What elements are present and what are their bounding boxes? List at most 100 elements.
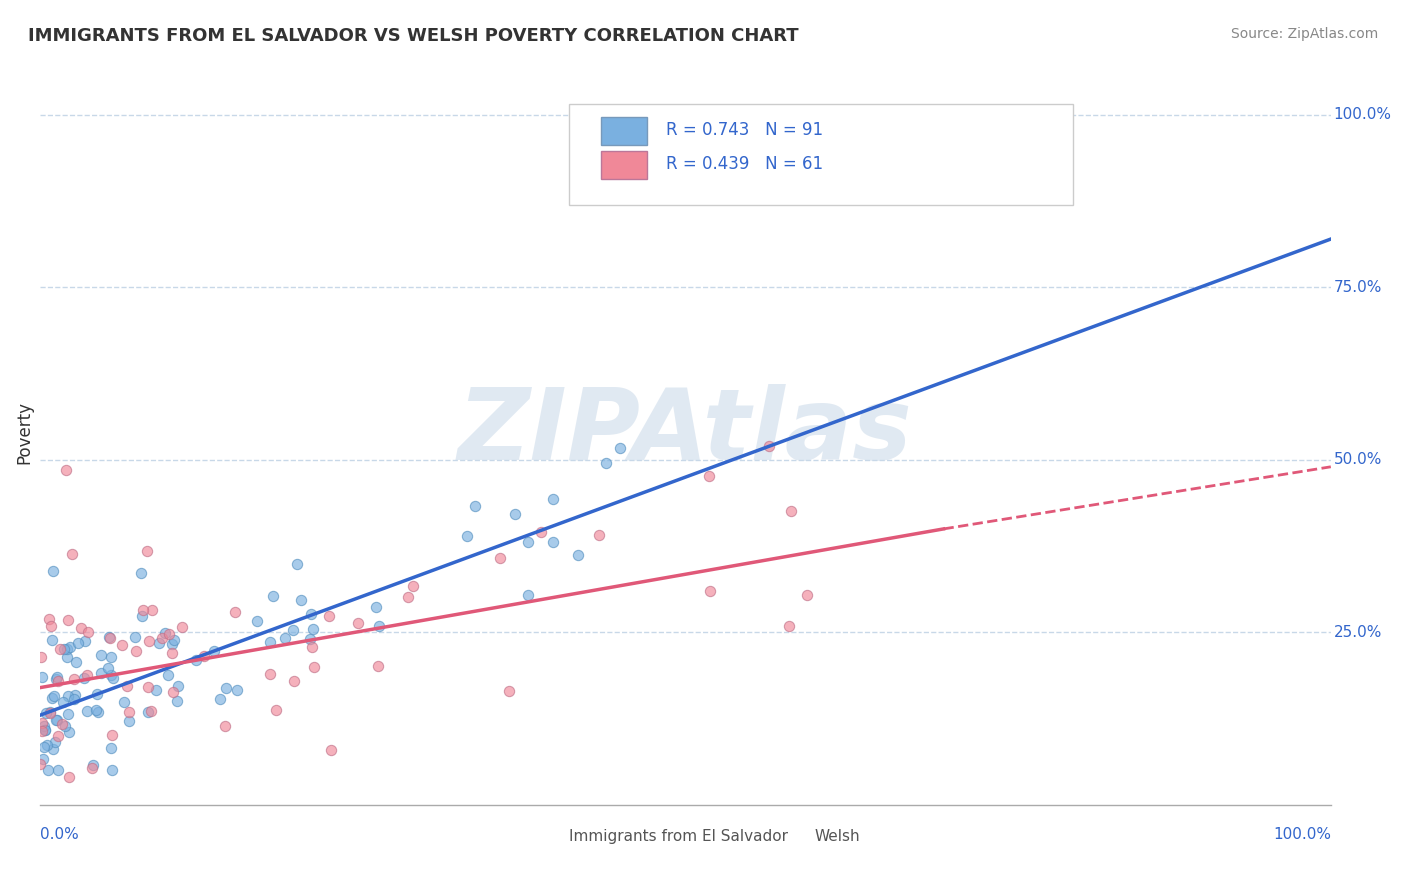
- Point: [464, 499, 486, 513]
- Point: [35, 706, 58, 720]
- Point: [101, 728, 124, 742]
- Point: [44, 735, 66, 749]
- Point: [202, 644, 225, 658]
- Point: [588, 528, 610, 542]
- Point: [58, 770, 80, 784]
- Point: [39, 706, 62, 720]
- Point: [65, 655, 87, 669]
- Point: [65, 688, 87, 702]
- Point: [541, 492, 564, 507]
- Point: [398, 590, 420, 604]
- Point: [226, 683, 249, 698]
- Point: [118, 714, 141, 729]
- Point: [67, 636, 90, 650]
- Point: [208, 692, 231, 706]
- Point: [283, 673, 305, 688]
- Bar: [602, 117, 647, 145]
- Point: [53, 641, 76, 656]
- Point: [367, 659, 389, 673]
- Point: [31, 670, 53, 684]
- Point: [34, 723, 56, 737]
- Point: [517, 588, 540, 602]
- Point: [101, 764, 124, 778]
- Point: [697, 468, 720, 483]
- Point: [131, 608, 153, 623]
- Point: [301, 640, 323, 655]
- Point: [367, 619, 389, 633]
- Point: [45, 713, 67, 727]
- Point: [150, 632, 173, 646]
- Text: Immigrants from El Salvador: Immigrants from El Salvador: [569, 829, 789, 844]
- Point: [45, 672, 67, 686]
- Text: 75.0%: 75.0%: [1333, 280, 1382, 295]
- Point: [80, 761, 103, 775]
- Point: [132, 603, 155, 617]
- Text: 50.0%: 50.0%: [1333, 452, 1382, 467]
- Point: [56, 706, 79, 721]
- Point: [86, 687, 108, 701]
- Point: [541, 535, 564, 549]
- Point: [156, 668, 179, 682]
- Point: [779, 504, 801, 518]
- Point: [302, 660, 325, 674]
- Point: [246, 614, 269, 628]
- Point: [141, 603, 163, 617]
- Text: R = 0.439   N = 61: R = 0.439 N = 61: [666, 155, 823, 173]
- Point: [76, 704, 98, 718]
- Point: [264, 703, 287, 717]
- Point: [60, 548, 83, 562]
- Point: [55, 719, 77, 733]
- Point: [259, 635, 281, 649]
- Point: [30, 649, 52, 664]
- Point: [56, 689, 79, 703]
- Point: [124, 630, 146, 644]
- Point: [170, 620, 193, 634]
- Point: [155, 625, 177, 640]
- Point: [346, 615, 368, 630]
- Point: [32, 740, 55, 755]
- Point: [402, 579, 425, 593]
- Point: [39, 619, 62, 633]
- Point: [48, 764, 70, 778]
- Bar: [602, 151, 647, 179]
- Point: [162, 646, 184, 660]
- Point: [318, 608, 340, 623]
- Point: [58, 724, 80, 739]
- Point: [112, 695, 135, 709]
- Point: [73, 633, 96, 648]
- Point: [100, 650, 122, 665]
- Point: [215, 681, 238, 695]
- Point: [97, 661, 120, 675]
- Point: [55, 463, 77, 477]
- Point: [46, 729, 69, 743]
- Point: [498, 684, 520, 698]
- Point: [115, 679, 138, 693]
- Point: [51, 717, 73, 731]
- Point: [138, 633, 160, 648]
- Point: [778, 619, 800, 633]
- Point: [299, 607, 322, 622]
- Point: [41, 690, 63, 705]
- Point: [290, 593, 312, 607]
- Bar: [776, 828, 808, 846]
- Point: [42, 741, 65, 756]
- Point: [145, 683, 167, 698]
- Point: [32, 719, 55, 733]
- Point: [111, 638, 134, 652]
- Point: [364, 599, 387, 614]
- Point: [63, 692, 86, 706]
- Point: [42, 564, 65, 578]
- Point: [86, 705, 108, 719]
- Point: [59, 640, 82, 654]
- Point: [63, 673, 86, 687]
- Y-axis label: Poverty: Poverty: [15, 401, 32, 464]
- Point: [530, 524, 553, 539]
- Point: [321, 742, 343, 756]
- Point: [100, 668, 122, 682]
- Text: 0.0%: 0.0%: [39, 828, 79, 842]
- Point: [55, 641, 77, 656]
- Point: [796, 589, 818, 603]
- Point: [38, 612, 60, 626]
- Point: [285, 557, 308, 571]
- Text: R = 0.743   N = 91: R = 0.743 N = 91: [666, 121, 823, 139]
